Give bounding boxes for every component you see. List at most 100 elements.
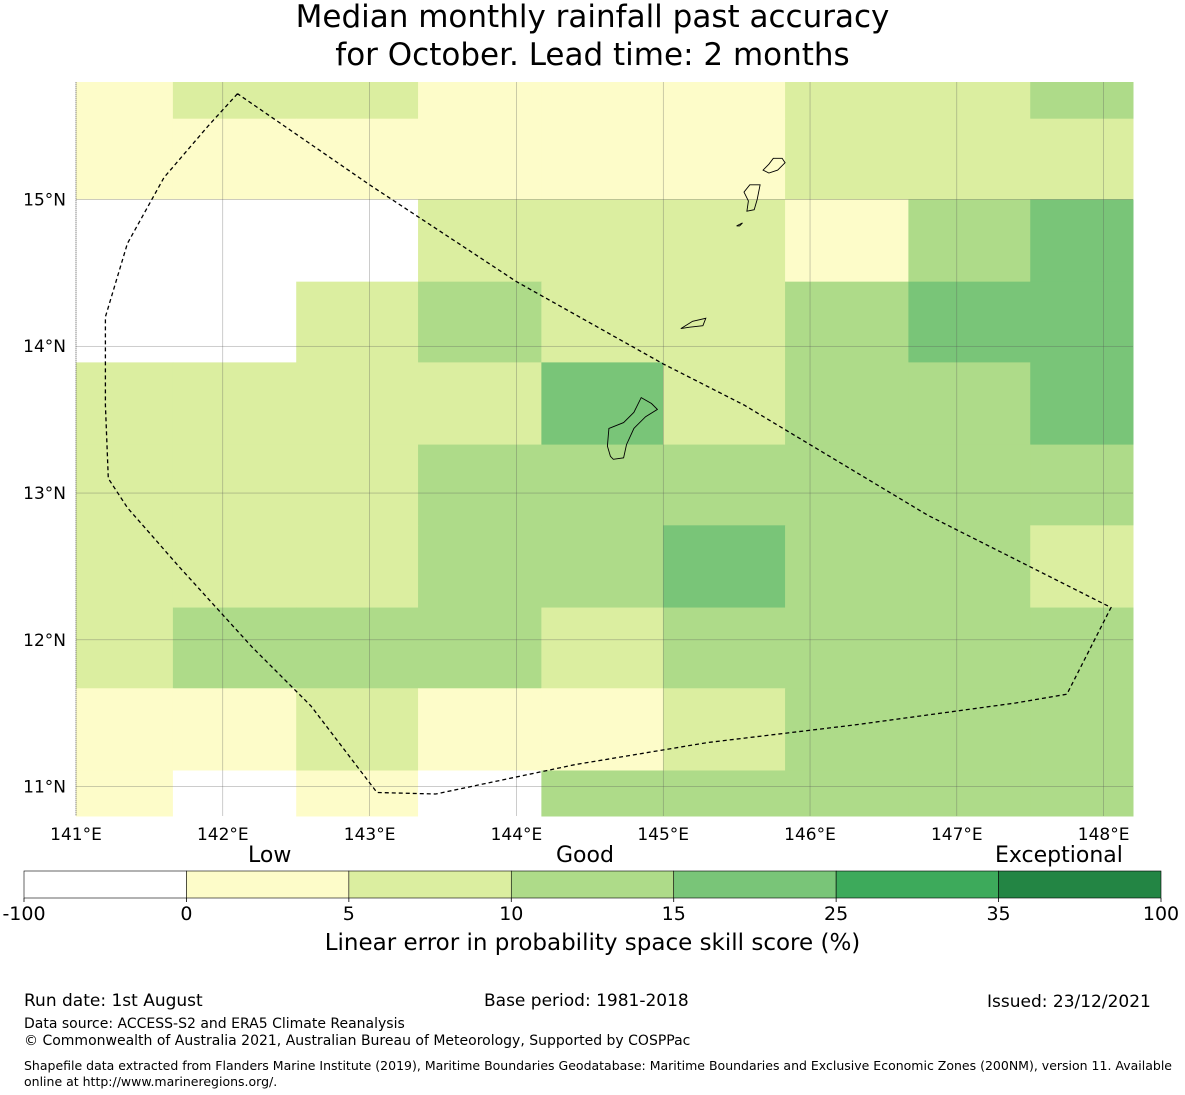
colorbar-label-low: Low (248, 843, 292, 868)
grid-cell (908, 444, 1031, 526)
colorbar-tick-label: 0 (180, 903, 192, 925)
grid-cell (172, 525, 297, 609)
grid-cell (418, 362, 542, 446)
colorbar-segment (23, 870, 187, 899)
grid-cell (1030, 770, 1134, 817)
grid-cell (172, 770, 297, 817)
grid-cell (541, 82, 664, 120)
grid-cell (908, 525, 1031, 609)
grid-cell (785, 199, 909, 283)
grid-cell (541, 444, 664, 526)
grid-cell (76, 444, 174, 526)
grid-cell (541, 770, 664, 817)
grid-cell (908, 199, 1031, 283)
map-title-line2: for October. Lead time: 2 months (335, 37, 850, 73)
grid-cell (908, 82, 1031, 120)
grid-cell (1030, 362, 1134, 446)
island-outline (680, 317, 707, 330)
grid-cell (908, 281, 1031, 363)
colorbar-tick-label: 15 (662, 903, 686, 925)
grid-cell (785, 118, 909, 200)
island-outline (736, 222, 743, 227)
grid-cell (172, 118, 297, 200)
latitude-tick-label: 14°N (23, 337, 66, 357)
colorbar-tick-label: 35 (986, 903, 1010, 925)
grid-cell (1030, 525, 1134, 609)
grid-cell (541, 607, 664, 689)
latitude-tick-label: 15°N (23, 190, 66, 210)
map-title-line1: Median monthly rainfall past accuracy (295, 0, 890, 35)
grid-cell (418, 281, 542, 363)
grid-cell (663, 770, 786, 817)
latitude-tick-label: 13°N (23, 484, 66, 504)
grid-cell (1030, 118, 1134, 200)
colorbar-label-good: Good (556, 843, 614, 868)
grid-cell (418, 118, 542, 200)
colorbar-segment (998, 870, 1162, 899)
grid-cell (418, 199, 542, 283)
grid-cell (1030, 444, 1134, 526)
island-outline (743, 184, 761, 212)
grid-cell (296, 444, 419, 526)
graticule (75, 82, 1133, 816)
grid-cell (296, 281, 419, 363)
grid-cell (785, 688, 909, 771)
grid-cell (1030, 607, 1134, 689)
grid-cell (418, 525, 542, 609)
base-period: Base period: 1981-2018 (484, 991, 689, 1011)
grid-cell (785, 281, 909, 363)
grid-cell (663, 362, 786, 446)
longitude-tick-label: 146°E (784, 825, 836, 845)
grid-cell (785, 82, 909, 120)
grid-cell (76, 281, 174, 363)
grid-cell (785, 770, 909, 817)
grid-cell (663, 82, 786, 120)
colorbar-segment (510, 870, 675, 899)
grid-cell (541, 281, 664, 363)
grid-cell (785, 525, 909, 609)
grid-cell (785, 607, 909, 689)
grid-cell (541, 525, 664, 609)
colorbar-tick-label: -100 (2, 903, 45, 925)
island-outline (606, 396, 659, 460)
grid-cell (908, 118, 1031, 200)
grid-cell (663, 199, 786, 283)
grid-cell (172, 688, 297, 771)
longitude-tick-label: 142°E (197, 825, 249, 845)
grid-cell (541, 362, 664, 446)
grid-cell (418, 607, 542, 689)
colorbar-tick-label: 5 (343, 903, 355, 925)
grid-cell (1030, 199, 1134, 283)
grid-cell (908, 362, 1031, 446)
grid-cell (296, 525, 419, 609)
grid-cell (1030, 82, 1134, 120)
grid-cell (663, 688, 786, 771)
grid-cell (908, 607, 1031, 689)
longitude-tick-label: 143°E (344, 825, 396, 845)
grid-cell (76, 607, 174, 689)
grid-cell (296, 770, 419, 817)
latitude-tick-label: 11°N (23, 778, 66, 798)
colorbar-segment (186, 870, 350, 899)
grid-cell (663, 444, 786, 526)
island-outlines (606, 157, 786, 460)
longitude-tick-label: 144°E (491, 825, 543, 845)
grid-cell (172, 82, 297, 120)
grid-cell (172, 281, 297, 363)
run-date: Run date: 1st August (24, 991, 203, 1011)
grid-cell (1030, 688, 1134, 771)
grid-cell (541, 118, 664, 200)
grid-cell (663, 281, 786, 363)
longitude-tick-label: 147°E (931, 825, 983, 845)
grid-cell (296, 82, 419, 120)
grid-cell (76, 770, 174, 817)
colorbar-segment (835, 870, 999, 899)
colorbar-title: Linear error in probability space skill … (324, 930, 861, 956)
grid-cell (172, 362, 297, 446)
shapefile-note: Shapefile data extracted from Flanders M… (24, 1058, 1172, 1089)
longitude-tick-label: 141°E (50, 825, 102, 845)
grid-cell (76, 118, 174, 200)
grid-cell (1030, 281, 1134, 363)
grid-cell (418, 444, 542, 526)
